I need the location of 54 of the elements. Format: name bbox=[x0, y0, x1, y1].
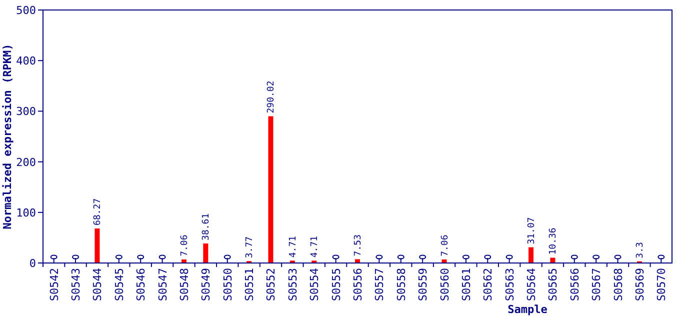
x-tick-label: S0569 bbox=[633, 268, 646, 302]
bar bbox=[528, 247, 534, 263]
data-label: 3.77 bbox=[245, 236, 256, 258]
data-label: 4.71 bbox=[288, 236, 298, 258]
x-tick-label: S0549 bbox=[200, 268, 213, 302]
x-tick-label: S0551 bbox=[243, 268, 256, 302]
data-label: 7.53 bbox=[354, 234, 364, 256]
y-axis-title: Normalized expression (RPKM) bbox=[1, 44, 14, 230]
x-tick-label: S0568 bbox=[612, 268, 625, 302]
data-label: 4.71 bbox=[310, 236, 320, 258]
y-tick-label: 200 bbox=[16, 156, 36, 169]
x-tick-label: S0542 bbox=[48, 268, 61, 302]
x-tick-label: S0563 bbox=[503, 268, 516, 302]
x-tick-label: S0550 bbox=[221, 268, 234, 302]
data-label: 38.61 bbox=[202, 213, 212, 240]
bar bbox=[203, 243, 208, 263]
bar bbox=[268, 116, 274, 263]
y-tick-label: 500 bbox=[16, 4, 36, 17]
x-tick-label: S0545 bbox=[112, 268, 126, 302]
y-tick-label: 0 bbox=[29, 257, 36, 270]
bar bbox=[94, 228, 100, 263]
x-tick-label: S0566 bbox=[568, 268, 582, 302]
bar bbox=[355, 259, 360, 263]
data-label: 31.07 bbox=[527, 217, 538, 244]
x-tick-label: S0552 bbox=[264, 268, 278, 302]
x-tick-label: S0565 bbox=[546, 268, 560, 302]
x-tick-label: S0555 bbox=[330, 268, 343, 302]
data-label: 68.27 bbox=[93, 198, 104, 226]
x-tick-label: S0561 bbox=[460, 268, 473, 302]
x-tick-label: S0553 bbox=[286, 268, 300, 302]
y-tick-label: 300 bbox=[16, 105, 36, 118]
x-tick-label: S0547 bbox=[156, 268, 170, 302]
x-tick-label: S0554 bbox=[308, 268, 322, 302]
y-tick-label: 100 bbox=[16, 206, 36, 220]
data-label: 290.02 bbox=[266, 80, 277, 114]
x-tick-label: S0546 bbox=[134, 268, 148, 302]
x-tick-label: S0562 bbox=[482, 268, 495, 302]
x-tick-label: S0560 bbox=[438, 268, 452, 302]
x-tick-label: S0544 bbox=[91, 268, 104, 302]
data-label: 10.36 bbox=[548, 228, 559, 255]
x-axis-title: Sample bbox=[508, 303, 548, 316]
data-label: 3.3 bbox=[635, 242, 646, 258]
x-tick-label: S0567 bbox=[590, 268, 604, 302]
data-label: 7.06 bbox=[180, 234, 190, 256]
x-tick-label: S0564 bbox=[525, 268, 538, 302]
y-tick-label: 400 bbox=[16, 54, 36, 68]
x-tick-label: S0548 bbox=[178, 268, 191, 302]
x-tick-label: S0570 bbox=[655, 268, 668, 302]
x-tick-label: S0543 bbox=[70, 268, 83, 302]
x-tick-label: S0559 bbox=[416, 268, 430, 302]
x-tick-label: S0556 bbox=[352, 268, 364, 302]
x-tick-label: S0558 bbox=[394, 268, 408, 302]
data-label: 7.06 bbox=[440, 234, 450, 256]
x-tick-label: S0557 bbox=[373, 268, 386, 302]
